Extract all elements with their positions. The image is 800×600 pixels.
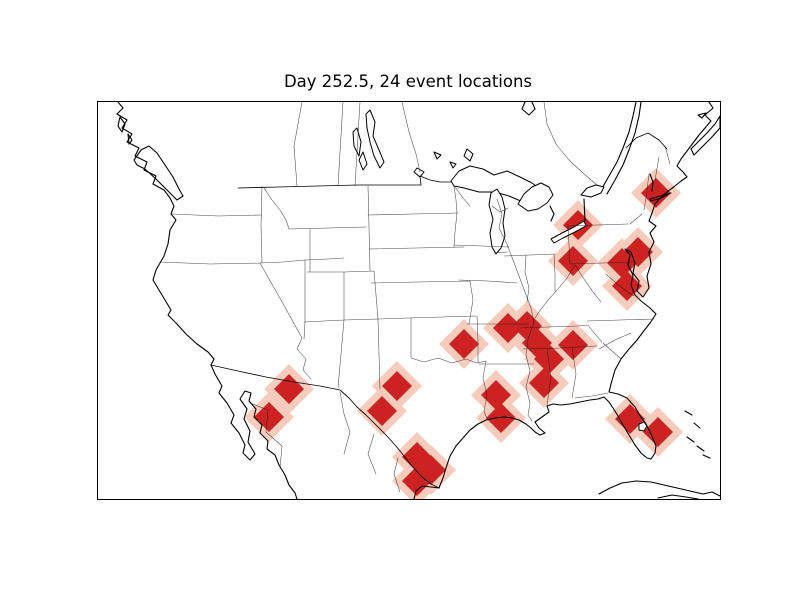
james-bay	[521, 102, 536, 116]
state-lines-west	[159, 185, 379, 389]
lake-winnipeg	[365, 109, 385, 169]
coastline-gulf-atlantic	[413, 102, 714, 499]
event-marker	[449, 329, 479, 359]
lake-champlain	[649, 173, 654, 192]
event-marker	[493, 313, 523, 343]
event-marker	[558, 330, 588, 360]
plot-title: Day 252.5, 24 event locations	[283, 72, 533, 91]
event-marker-layer	[254, 178, 673, 496]
map-axes	[97, 101, 721, 500]
lake-winnipegosis	[352, 127, 362, 157]
nova-scotia	[690, 115, 720, 156]
state-lines-mexico	[249, 391, 401, 493]
lake-nipigon	[463, 148, 474, 162]
event-marker	[643, 417, 673, 447]
lake-of-the-woods	[413, 167, 425, 178]
event-marker	[402, 466, 432, 496]
lake-okeechobee	[638, 421, 648, 432]
st-lawrence-river	[600, 102, 637, 191]
small-lake-1	[433, 151, 442, 160]
prince-edward-island	[697, 112, 707, 119]
state-lines-east	[518, 145, 671, 406]
vancouver-island	[133, 145, 184, 201]
event-marker	[481, 380, 511, 410]
lake-michigan	[488, 188, 506, 255]
cuba	[598, 480, 720, 497]
state-lines-plains	[343, 185, 535, 420]
map-canvas	[116, 102, 720, 499]
event-marker	[382, 371, 412, 401]
event-marker	[641, 178, 671, 208]
bahamas	[684, 410, 711, 459]
event-marker	[486, 403, 516, 433]
haida-gwaii	[117, 116, 133, 145]
long-island	[649, 192, 672, 202]
event-marker	[534, 344, 564, 374]
st-lawrence-river-north-bank	[606, 102, 642, 195]
event-marker	[367, 396, 397, 426]
niagara-river	[583, 198, 586, 222]
us-canada-border	[237, 175, 452, 189]
small-lake-2	[449, 161, 457, 169]
lake-huron	[517, 182, 554, 212]
mississippi-river-border	[496, 198, 535, 422]
cuba-south-shore	[657, 494, 699, 499]
state-lines-midwest	[454, 186, 576, 319]
lake-ontario	[580, 184, 605, 198]
state-lines-canada	[293, 102, 599, 187]
event-marker	[529, 368, 559, 398]
state-border-layer	[159, 102, 671, 493]
event-marker	[623, 237, 653, 267]
us-mexico-border	[210, 364, 440, 489]
country-border-layer	[210, 132, 668, 489]
maine-quebec-border	[625, 132, 668, 150]
detroit-river	[549, 205, 555, 222]
lake-manitoba	[358, 151, 368, 171]
event-marker	[558, 246, 588, 276]
event-marker	[274, 374, 304, 404]
coastline-layer	[116, 102, 720, 499]
